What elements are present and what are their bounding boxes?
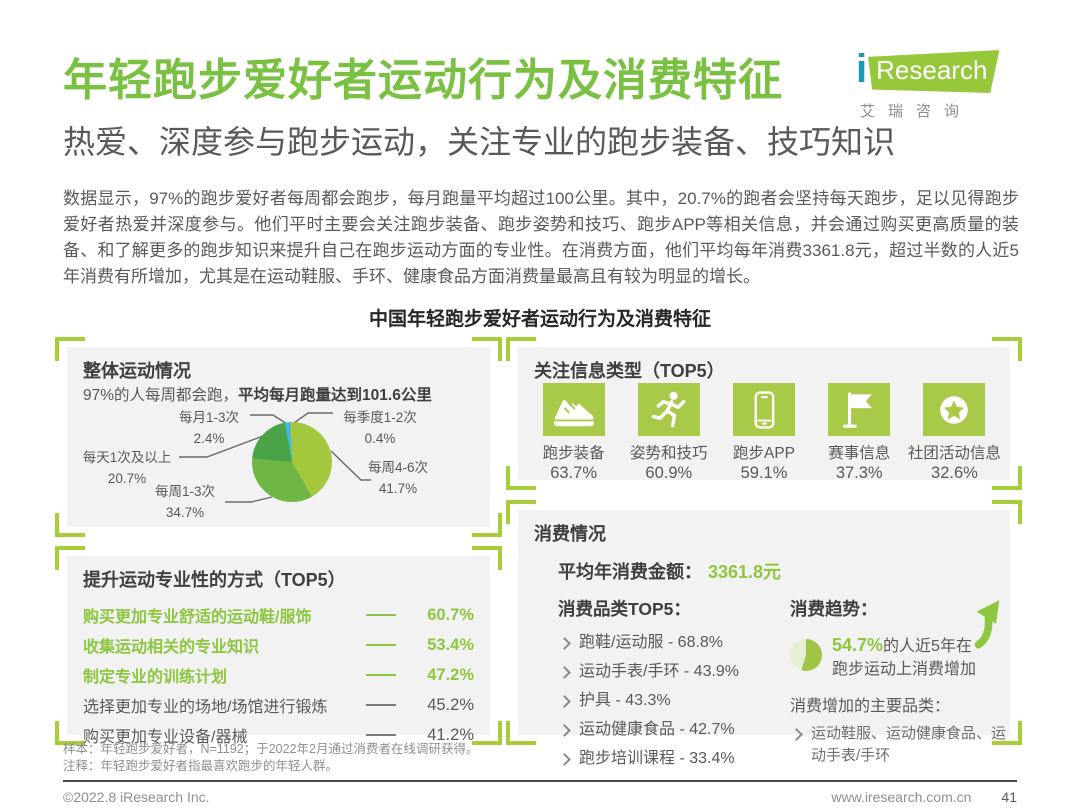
panel-improve-ways: 提升运动专业性的方式（TOP5） 购买更加专业舒适的运动鞋/服饰 60.7% 收…	[55, 546, 502, 746]
copyright-text: ©2022.8 iResearch Inc.	[63, 789, 210, 805]
way-row: 收集运动相关的专业知识 53.4%	[83, 635, 474, 657]
way-row: 购买更加专业舒适的运动鞋/服饰 60.7%	[83, 605, 474, 627]
smartphone-icon	[733, 383, 795, 436]
pie-leader-lines	[179, 412, 371, 503]
dash-line	[366, 614, 396, 616]
logo-flag: Research	[868, 50, 1000, 93]
trend-pie-icon	[790, 639, 822, 671]
corner-bracket	[55, 546, 85, 570]
pie-label-monthly: 每月1-3次 2.4%	[178, 410, 239, 446]
corner-bracket	[992, 721, 1022, 745]
pie-label-quarterly: 每季度1-2次 0.4%	[343, 410, 417, 446]
panel-info-types: 关注信息类型（TOP5） 跑步装备 63.7%	[506, 337, 1022, 490]
remark-note: 注释：年轻跑步爱好者指最喜欢跑步的年轻人群。	[63, 759, 339, 773]
panel-overall-subtitle: 97%的人每周都会跑，平均每月跑量达到101.6公里	[83, 387, 432, 404]
info-cell: 赛事信息 37.3%	[812, 383, 907, 483]
footnotes: 样本：年轻跑步爱好者，N=1192；于2022年2月通过消费者在线调研获得。 注…	[63, 741, 478, 775]
average-spend-value: 3361.8元	[708, 562, 782, 582]
trend-statement: 54.7%的人近5年在跑步运动上消费增加	[832, 635, 977, 678]
corner-bracket	[55, 721, 85, 745]
panel-info-header: 关注信息类型（TOP5）	[534, 361, 725, 381]
page-subtitle: 热爱、深度参与跑步运动，关注专业的跑步装备、技巧知识	[63, 124, 896, 160]
corner-bracket	[472, 721, 502, 745]
logo-chinese-name: 艾瑞咨询	[860, 103, 973, 120]
chevron-bullet-icon	[558, 695, 571, 708]
up-arrow-icon	[974, 600, 1000, 649]
website-url: www.iresearch.com.cn	[831, 789, 972, 805]
corner-bracket	[506, 337, 536, 361]
consume-top5-column: 消费品类TOP5： 跑鞋/运动服 - 68.8% 运动手表/手环 - 43.9%…	[558, 596, 786, 773]
info-cell: 社团活动信息 32.6%	[907, 383, 1002, 483]
figure-title: 中国年轻跑步爱好者运动行为及消费特征	[368, 309, 711, 330]
list-item: 运动健康食品 - 42.7%	[558, 715, 786, 744]
chevron-bullet-icon	[790, 728, 803, 741]
corner-bracket	[55, 337, 85, 361]
list-item: 跑步培训课程 - 33.4%	[558, 744, 786, 773]
way-row: 选择更加专业的场地/场馆进行锻炼 45.2%	[83, 695, 474, 717]
dash-line	[366, 644, 396, 646]
sample-note: 样本：年轻跑步爱好者，N=1192；于2022年2月通过消费者在线调研获得。	[63, 742, 479, 756]
average-spend-line: 平均年消费金额： 3361.8元	[558, 562, 782, 582]
footer-divider	[63, 780, 1017, 782]
corner-bracket	[472, 337, 502, 361]
panel-overall-activity: 整体运动情况 97%的人每周都会跑，平均每月跑量达到101.6公里 每月1-3次…	[55, 337, 502, 537]
corner-bracket	[506, 466, 536, 490]
trend-percentage: 54.7%	[832, 635, 884, 655]
dash-line	[366, 674, 396, 676]
panel-consume-header: 消费情况	[534, 524, 606, 544]
consume-trend-column: 消费趋势： 54.7%的人近5年在跑步运动上消费增加 消费增加的主要品类： 运动…	[790, 596, 1006, 767]
frequency-pie-chart	[252, 422, 332, 502]
list-item: 跑鞋/运动服 - 68.8%	[558, 628, 786, 657]
running-shoe-icon	[542, 383, 605, 436]
page-title: 年轻跑步爱好者运动行为及消费特征	[63, 56, 783, 105]
list-item: 运动鞋服、运动健康食品、运动手表/手环	[790, 723, 1006, 767]
intro-paragraph: 数据显示，97%的跑步爱好者每周都会跑步，每月跑量平均超过100公里。其中，20…	[63, 189, 1019, 286]
info-cell: 姿势和技巧 60.9%	[621, 383, 716, 483]
pie-label-daily: 每天1次及以上 20.7%	[82, 450, 172, 486]
corner-bracket	[472, 513, 502, 537]
corner-bracket	[506, 500, 536, 524]
pie-label-weekly-4-6: 每周4-6次 41.7%	[367, 460, 428, 496]
flag-icon	[828, 383, 891, 436]
runner-icon	[637, 383, 700, 436]
iresearch-logo: i Research 艾瑞咨询	[856, 46, 1026, 121]
way-row: 购买更加专业设备/器械 41.2%	[83, 725, 474, 747]
pie-label-weekly-1-3: 每周1-3次 34.7%	[154, 484, 215, 520]
page-number: 41	[1001, 789, 1017, 805]
way-row: 制定专业的训练计划 47.2%	[83, 665, 474, 687]
chevron-bullet-icon	[558, 666, 571, 679]
info-cell: 跑步APP 59.1%	[716, 383, 811, 483]
star-badge-icon	[923, 383, 986, 436]
chevron-bullet-icon	[558, 724, 571, 737]
corner-bracket	[992, 466, 1022, 490]
corner-bracket	[506, 721, 536, 745]
logo-i-mark: i	[856, 46, 868, 91]
list-item: 运动手表/手环 - 43.9%	[558, 657, 786, 686]
corner-bracket	[55, 513, 85, 537]
panel-consumption: 消费情况 平均年消费金额： 3361.8元 消费品类TOP5： 跑鞋/运动服 - …	[506, 500, 1022, 767]
corner-bracket	[992, 337, 1022, 361]
increase-categories-label: 消费增加的主要品类：	[790, 698, 951, 715]
chevron-bullet-icon	[558, 753, 571, 766]
panel-ways-header: 提升运动专业性的方式（TOP5）	[83, 570, 346, 590]
dash-line	[366, 734, 396, 736]
dash-line	[366, 704, 396, 706]
info-cell: 跑步装备 63.7%	[526, 383, 621, 483]
list-item: 护具 - 43.3%	[558, 686, 786, 715]
panel-overall-header: 整体运动情况	[83, 361, 191, 381]
chevron-bullet-icon	[558, 637, 571, 650]
corner-bracket	[472, 546, 502, 570]
corner-bracket	[992, 500, 1022, 524]
